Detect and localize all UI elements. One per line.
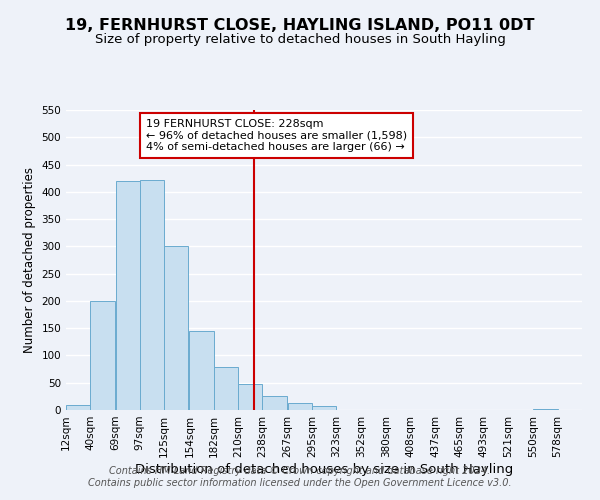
Y-axis label: Number of detached properties: Number of detached properties xyxy=(23,167,36,353)
Text: Size of property relative to detached houses in South Hayling: Size of property relative to detached ho… xyxy=(95,32,505,46)
Text: 19, FERNHURST CLOSE, HAYLING ISLAND, PO11 0DT: 19, FERNHURST CLOSE, HAYLING ISLAND, PO1… xyxy=(65,18,535,32)
Text: Contains HM Land Registry data © Crown copyright and database right 2024.
Contai: Contains HM Land Registry data © Crown c… xyxy=(88,466,512,487)
Bar xyxy=(312,406,336,410)
Bar xyxy=(262,396,287,410)
Text: 19 FERNHURST CLOSE: 228sqm
← 96% of detached houses are smaller (1,598)
4% of se: 19 FERNHURST CLOSE: 228sqm ← 96% of deta… xyxy=(146,119,407,152)
Bar xyxy=(66,404,91,410)
Bar xyxy=(238,384,262,410)
Bar xyxy=(140,180,164,410)
Bar xyxy=(533,409,557,410)
Bar xyxy=(190,331,214,410)
X-axis label: Distribution of detached houses by size in South Hayling: Distribution of detached houses by size … xyxy=(135,462,513,475)
Bar xyxy=(287,403,312,410)
Bar xyxy=(91,301,115,410)
Bar xyxy=(116,181,140,410)
Bar xyxy=(214,368,238,410)
Bar xyxy=(164,246,188,410)
